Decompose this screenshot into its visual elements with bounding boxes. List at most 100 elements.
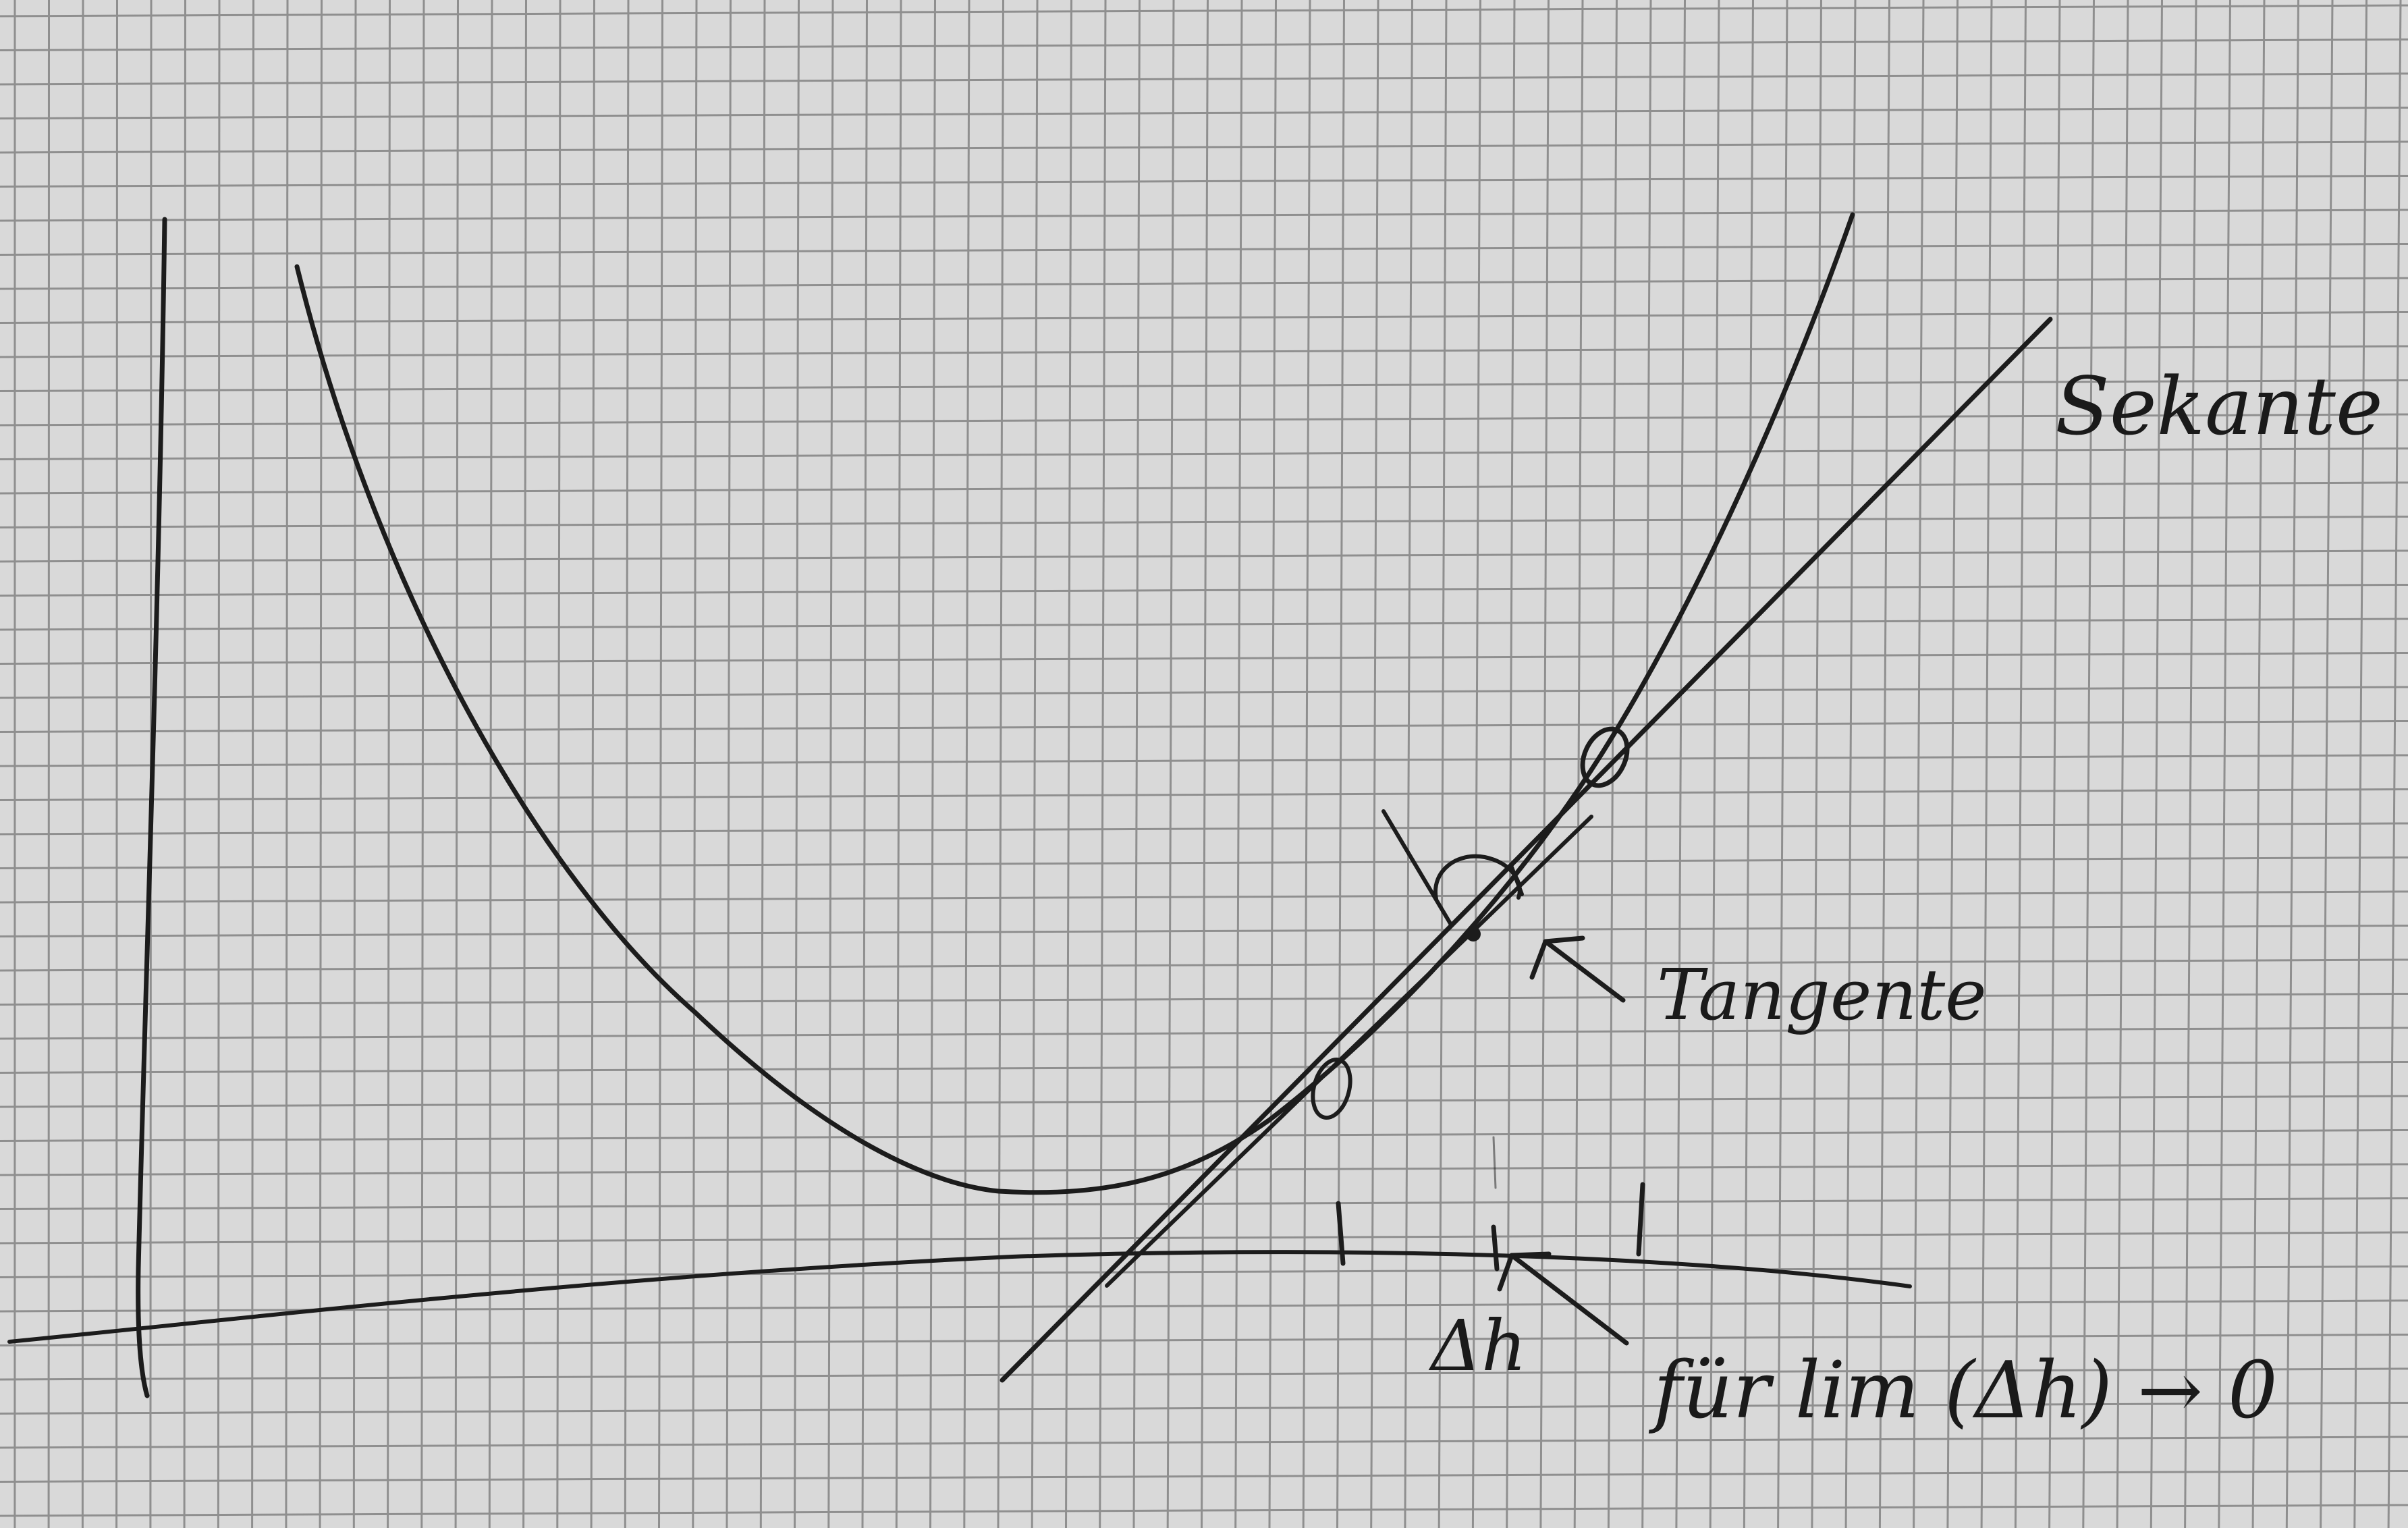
grid-line-vertical bbox=[2251, 0, 2266, 1528]
delta-h-label: Δh bbox=[1428, 1305, 1527, 1387]
grid-line-horizontal bbox=[0, 447, 2408, 460]
y-axis bbox=[136, 217, 167, 1398]
grid-line-vertical bbox=[2014, 0, 2027, 1528]
grid-line-vertical bbox=[217, 0, 221, 1528]
grid-line-vertical bbox=[1913, 0, 1925, 1528]
grid-line-horizontal bbox=[0, 1402, 2408, 1415]
grid-line-horizontal bbox=[0, 1367, 2408, 1381]
function-curve bbox=[294, 212, 1855, 1195]
grid-line-horizontal bbox=[0, 890, 2408, 904]
grid-line-horizontal bbox=[0, 1504, 2408, 1517]
grid-line-horizontal bbox=[0, 311, 2408, 324]
grid-line-vertical bbox=[2387, 0, 2402, 1528]
grid-line-horizontal bbox=[0, 72, 2408, 86]
grid-line-vertical bbox=[1641, 0, 1652, 1528]
grid-line-vertical bbox=[1980, 0, 1993, 1528]
grid-line-vertical bbox=[81, 0, 84, 1528]
grid-line-horizontal bbox=[0, 243, 2408, 256]
grid-line-horizontal bbox=[0, 1436, 2408, 1449]
grid-line-horizontal bbox=[0, 618, 2408, 631]
grid-line-horizontal bbox=[0, 481, 2408, 495]
tick-x-right bbox=[1636, 1182, 1645, 1257]
tangent-arrow-icon bbox=[1529, 935, 1626, 1003]
grid-line-vertical bbox=[2048, 0, 2061, 1528]
tangent-line bbox=[1105, 815, 1593, 1288]
grid-line-vertical bbox=[1302, 0, 1311, 1528]
grid-line-vertical bbox=[1268, 0, 1277, 1528]
grid-line-vertical bbox=[1709, 0, 1720, 1528]
grid-line-horizontal bbox=[0, 1095, 2408, 1108]
tangent-tick bbox=[1510, 865, 1524, 896]
grid-line-vertical bbox=[1743, 0, 1754, 1528]
grid-line-vertical bbox=[2116, 0, 2129, 1528]
grid-line-horizontal bbox=[0, 277, 2408, 290]
grid-line-horizontal bbox=[0, 175, 2408, 188]
grid-line-horizontal bbox=[0, 38, 2408, 51]
grid-line-horizontal bbox=[0, 379, 2408, 392]
grid-line-vertical bbox=[2082, 0, 2095, 1528]
grid-line-vertical bbox=[1539, 0, 1550, 1528]
grid-line-horizontal bbox=[0, 4, 2408, 18]
grid-line-vertical bbox=[2353, 0, 2368, 1528]
grid-line-horizontal bbox=[0, 822, 2408, 836]
grid-line-horizontal bbox=[0, 925, 2408, 937]
grid-line-horizontal bbox=[0, 209, 2408, 222]
grid-line-horizontal bbox=[0, 720, 2408, 733]
grid-line-horizontal bbox=[0, 1129, 2408, 1142]
grid-line-horizontal bbox=[0, 107, 2408, 119]
grid-line-horizontal bbox=[0, 788, 2408, 801]
grid-line-vertical bbox=[1234, 0, 1243, 1528]
grid-line-vertical bbox=[1132, 0, 1141, 1528]
grid-line-vertical bbox=[2218, 0, 2231, 1528]
grid-line-horizontal bbox=[0, 686, 2408, 699]
grid-line-horizontal bbox=[0, 754, 2408, 767]
grid-line-horizontal bbox=[0, 1061, 2408, 1074]
x-axis bbox=[7, 1250, 1912, 1344]
grid-line-horizontal bbox=[0, 1231, 2408, 1245]
grid-line-horizontal bbox=[0, 958, 2408, 972]
grid-line-vertical bbox=[1336, 0, 1345, 1528]
secant-line bbox=[1000, 317, 2053, 1383]
secant-label: Sekante bbox=[2055, 360, 2383, 453]
grid-line-horizontal bbox=[0, 1334, 2408, 1346]
grid-line-vertical bbox=[1471, 0, 1481, 1528]
grid-line-horizontal bbox=[0, 516, 2408, 528]
grid-line-horizontal bbox=[0, 413, 2408, 427]
tangent-point bbox=[1466, 927, 1481, 942]
normal-line bbox=[1381, 809, 1453, 927]
tangent-label: Tangente bbox=[1657, 954, 1987, 1036]
grid-line-horizontal bbox=[0, 345, 2408, 358]
secant-point-left bbox=[1311, 1057, 1352, 1120]
tick-x-middle bbox=[1491, 1224, 1500, 1272]
grid-line-horizontal bbox=[0, 549, 2408, 563]
grid-line-vertical bbox=[1166, 0, 1175, 1528]
grid-line-horizontal bbox=[0, 1027, 2408, 1040]
tick-x-left bbox=[1336, 1201, 1346, 1266]
grid-line-vertical bbox=[2184, 0, 2197, 1528]
grid-line-vertical bbox=[2285, 0, 2299, 1528]
grid-line-vertical bbox=[1201, 0, 1209, 1528]
grid-line-vertical bbox=[2150, 0, 2163, 1528]
grid-line-vertical bbox=[1438, 0, 1448, 1528]
grid-line-horizontal bbox=[0, 993, 2408, 1006]
grid-line-vertical bbox=[1370, 0, 1379, 1528]
grid-line-vertical bbox=[1844, 0, 1857, 1528]
limit-label: für lim (Δh) → 0 bbox=[1648, 1345, 2278, 1436]
grid-line-horizontal bbox=[0, 1299, 2408, 1313]
grid-line-vertical bbox=[183, 0, 186, 1528]
grid-line-horizontal bbox=[0, 1163, 2408, 1176]
grid-line-vertical bbox=[1506, 0, 1516, 1528]
grid-line-vertical bbox=[1946, 0, 1959, 1528]
faint-guide-line bbox=[1492, 1136, 1497, 1189]
limit-arrow-icon bbox=[1497, 1251, 1629, 1346]
grid-line-horizontal bbox=[0, 1265, 2408, 1278]
secant-point-right bbox=[1580, 726, 1630, 788]
grid-line-horizontal bbox=[0, 1470, 2408, 1483]
grid-line-horizontal bbox=[0, 856, 2408, 869]
grid-line-horizontal bbox=[0, 140, 2408, 154]
grid-line-horizontal bbox=[0, 1197, 2408, 1210]
grid-line-horizontal bbox=[0, 652, 2408, 665]
grid-line-horizontal bbox=[0, 584, 2408, 597]
